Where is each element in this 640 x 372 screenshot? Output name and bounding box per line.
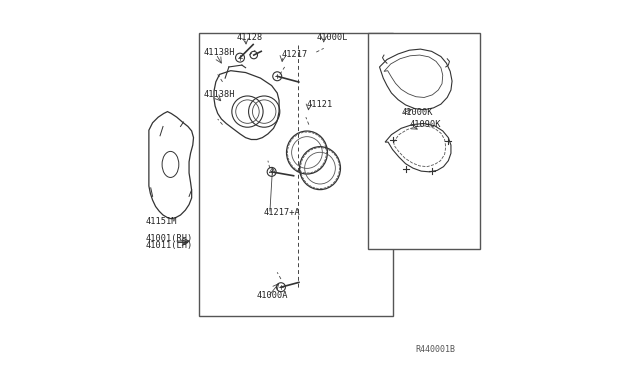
Text: 41217: 41217	[282, 50, 308, 59]
Text: 41000A: 41000A	[257, 291, 288, 300]
Text: 41001(RH): 41001(RH)	[145, 234, 193, 243]
Text: 41090K: 41090K	[410, 120, 442, 129]
Text: 41151M: 41151M	[145, 217, 177, 226]
Text: 41011(LH): 41011(LH)	[145, 241, 193, 250]
Bar	[199, 33, 392, 316]
Text: 41000K: 41000K	[401, 108, 433, 117]
Text: R440001B: R440001B	[416, 345, 456, 354]
Text: 41138H: 41138H	[204, 48, 236, 57]
Text: 41217+A: 41217+A	[264, 208, 300, 217]
Text: 41121: 41121	[307, 100, 333, 109]
Text: 41128: 41128	[236, 33, 262, 42]
Bar	[369, 33, 480, 249]
Text: 41000L: 41000L	[316, 33, 348, 42]
Text: 41138H: 41138H	[204, 90, 236, 99]
